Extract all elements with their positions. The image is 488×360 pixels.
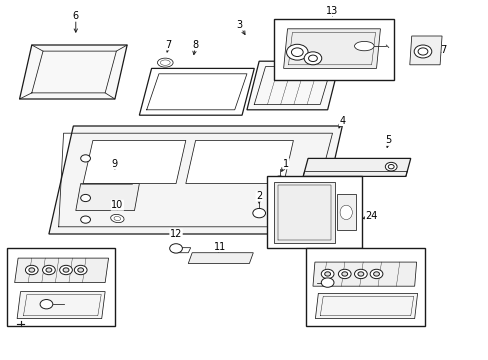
Text: 15: 15 [362,29,375,39]
Text: 8: 8 [192,40,198,50]
Polygon shape [76,184,139,211]
Polygon shape [83,140,185,184]
Circle shape [81,194,90,202]
Text: 16: 16 [274,40,287,50]
Ellipse shape [354,41,373,51]
Text: 4: 4 [339,116,345,126]
Circle shape [81,155,90,162]
Text: 12: 12 [169,229,182,239]
Polygon shape [173,248,190,253]
Text: 6: 6 [73,11,79,21]
Polygon shape [15,258,108,283]
Text: 2: 2 [256,191,262,201]
Polygon shape [303,158,410,176]
Text: 20: 20 [46,290,59,300]
Circle shape [273,176,285,185]
Circle shape [25,265,38,275]
Polygon shape [312,262,416,286]
Text: 24: 24 [365,211,377,221]
Polygon shape [49,126,342,234]
Text: 14: 14 [274,24,287,34]
Circle shape [308,55,317,62]
Polygon shape [246,61,339,110]
Text: 10: 10 [111,200,123,210]
Polygon shape [337,194,355,230]
Polygon shape [283,29,380,68]
FancyBboxPatch shape [7,248,115,326]
Text: 3: 3 [236,20,242,30]
FancyBboxPatch shape [266,176,361,248]
Circle shape [46,268,52,272]
Circle shape [252,208,265,218]
Text: 25: 25 [290,200,303,210]
Text: 18: 18 [13,258,26,268]
Circle shape [369,269,382,279]
Text: 5: 5 [385,135,391,145]
Circle shape [387,165,393,169]
Polygon shape [409,36,441,65]
Text: 17: 17 [435,45,448,55]
Circle shape [373,272,379,276]
Text: 1: 1 [283,159,288,169]
Text: 21: 21 [325,260,338,270]
Circle shape [78,268,83,272]
Polygon shape [315,293,417,319]
Ellipse shape [157,58,173,67]
Circle shape [357,272,363,276]
Circle shape [291,48,303,57]
Polygon shape [273,182,334,243]
Circle shape [338,269,350,279]
Circle shape [74,265,87,275]
Circle shape [321,278,333,287]
Circle shape [354,269,366,279]
Circle shape [321,269,333,279]
Ellipse shape [114,216,121,221]
FancyBboxPatch shape [273,19,393,80]
Circle shape [81,216,90,223]
FancyBboxPatch shape [305,248,425,326]
Text: 7: 7 [165,40,171,50]
Circle shape [385,162,396,171]
Polygon shape [185,140,293,184]
Circle shape [417,48,427,55]
Circle shape [169,244,182,253]
Circle shape [413,45,431,58]
Polygon shape [139,68,254,115]
Polygon shape [188,253,253,264]
Circle shape [60,265,72,275]
Circle shape [29,268,35,272]
Text: 11: 11 [213,242,226,252]
Ellipse shape [110,215,124,222]
Circle shape [63,268,69,272]
Circle shape [304,52,321,65]
Text: 22: 22 [389,305,402,315]
Circle shape [42,265,55,275]
Circle shape [40,300,53,309]
Polygon shape [20,45,127,99]
Text: 9: 9 [112,159,118,169]
Text: 23: 23 [308,285,321,295]
Circle shape [341,272,347,276]
Circle shape [324,272,330,276]
Text: 19: 19 [61,302,74,312]
Ellipse shape [339,205,351,220]
Text: 13: 13 [325,6,338,16]
Ellipse shape [160,60,170,66]
Circle shape [286,44,307,60]
Polygon shape [17,292,105,319]
